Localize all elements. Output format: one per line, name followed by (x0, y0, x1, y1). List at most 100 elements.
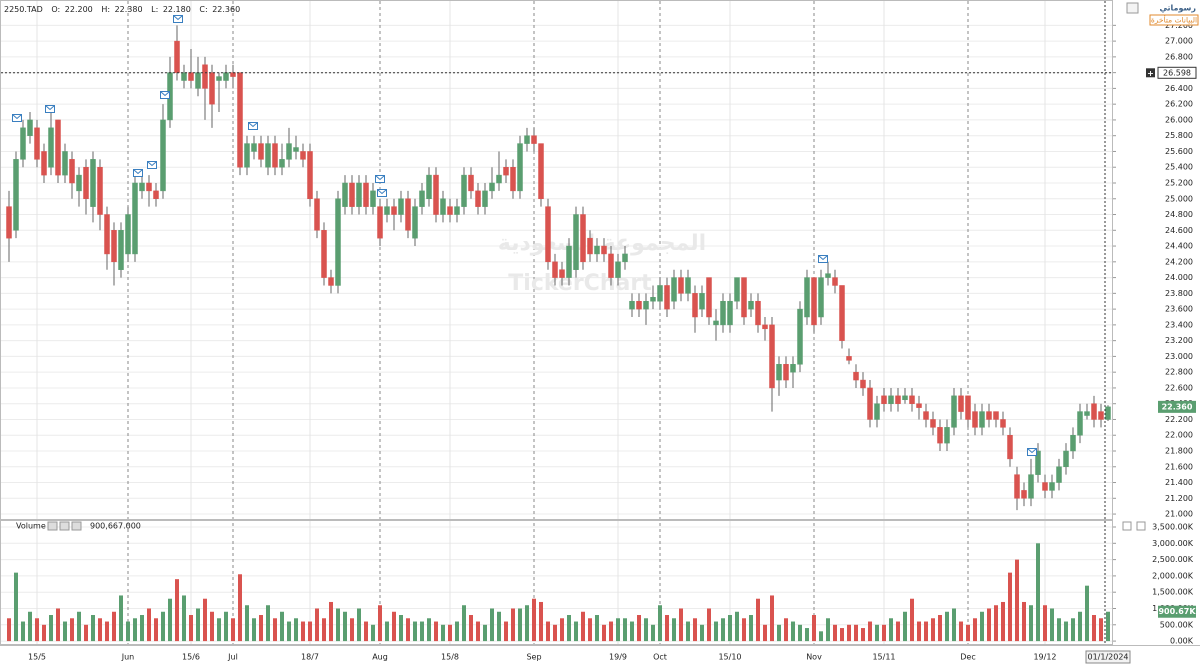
volume-bar (1092, 615, 1096, 642)
volume-bar (217, 618, 221, 642)
volume-bar (714, 621, 718, 642)
volume-bar (546, 621, 550, 642)
news-icon[interactable] (45, 105, 55, 113)
y-tick-label: 2,500.00K (1152, 555, 1194, 564)
y-tick-label: 26.200 (1165, 100, 1193, 109)
volume-bar (609, 621, 613, 642)
volume-bar (994, 605, 998, 642)
candle-body (1084, 411, 1090, 416)
x-crosshair-tag (1085, 650, 1131, 664)
candle-body (874, 403, 880, 420)
volume-bar (259, 615, 263, 642)
volume-bar (1050, 608, 1054, 642)
volume-bar (189, 615, 193, 642)
candle-body (258, 143, 264, 160)
volume-bar (448, 624, 452, 642)
settings-button[interactable] (1126, 2, 1139, 14)
candle-body (790, 364, 796, 373)
news-icon[interactable] (377, 189, 387, 197)
candle-body (538, 143, 544, 200)
x-tick-label: Dec (960, 653, 975, 662)
candle-body (769, 324, 775, 389)
candle-body (377, 206, 383, 239)
candle-body (41, 151, 47, 176)
volume-bar (497, 611, 501, 642)
y-tick-label: 23.600 (1165, 305, 1193, 314)
news-icon[interactable] (160, 91, 170, 99)
price-tag: 22.360 (1162, 402, 1193, 411)
y-tick-label: 21.000 (1165, 510, 1193, 519)
logo: رسوماتي (1159, 4, 1196, 13)
news-icon[interactable] (147, 161, 157, 169)
volume-bar (385, 621, 389, 642)
candle-body (153, 190, 159, 200)
volume-bar (196, 608, 200, 642)
candle-body (510, 166, 516, 192)
volume-bar (784, 618, 788, 642)
volume-bar (798, 624, 802, 642)
volume-bar (308, 621, 312, 642)
candle-body (104, 214, 110, 255)
y-tick-label: 24.000 (1165, 273, 1193, 282)
candle-body (713, 320, 719, 326)
volume-bar (931, 618, 935, 642)
panel-button[interactable] (1122, 521, 1132, 531)
volume-bar (182, 595, 186, 642)
panel-button[interactable] (1136, 521, 1146, 531)
readout-value: 22.380 (115, 5, 143, 14)
candle-body (146, 182, 152, 192)
candle-body (419, 190, 425, 207)
volume-bar (378, 605, 382, 642)
volume-bar (1043, 605, 1047, 642)
y-tick-label: 22.200 (1165, 415, 1193, 424)
candle-body (482, 190, 488, 207)
candle-body (923, 411, 929, 420)
volume-bar (1085, 585, 1089, 642)
candle-body (328, 277, 334, 286)
news-icon[interactable] (248, 122, 258, 130)
news-icon[interactable] (173, 15, 183, 23)
volume-bar (364, 621, 368, 642)
readout-value: 22.200 (65, 5, 93, 14)
candle-body (720, 300, 726, 326)
y-tick-label: 27.000 (1165, 37, 1193, 46)
candle-body (671, 277, 677, 302)
volume-bar (847, 624, 851, 642)
y-tick-label: 2,000.00K (1152, 571, 1194, 580)
volume-bar (175, 579, 179, 642)
candle-body (881, 395, 887, 404)
panel-button[interactable] (59, 521, 70, 531)
news-icon[interactable] (12, 114, 22, 122)
readout-value: 22.360 (212, 5, 240, 14)
volume-title: Volume (16, 522, 46, 531)
candle-body (825, 273, 831, 278)
news-icon[interactable] (818, 255, 828, 263)
candle-body (188, 72, 194, 81)
candle-body (160, 119, 166, 192)
candle-body (622, 253, 628, 263)
x-tick-label: Sep (526, 653, 541, 662)
volume-bar (693, 618, 697, 642)
news-icon[interactable] (375, 175, 385, 183)
volume-bar (154, 618, 158, 642)
candle-body (811, 277, 817, 326)
candle-body (489, 182, 495, 192)
header: 2250.TAD O: 22.200 H: 22.380 L: 22.180 C… (4, 5, 240, 14)
candle-body (741, 277, 747, 318)
candle-body (762, 324, 768, 330)
panel-button[interactable] (71, 521, 82, 531)
news-icon[interactable] (133, 169, 143, 177)
candle-body (412, 206, 418, 239)
candle-body (468, 174, 474, 192)
volume-bar (266, 605, 270, 642)
news-icon[interactable] (1027, 448, 1037, 456)
y-tick-label: 25.400 (1165, 163, 1193, 172)
crosshair-price: 26.598 (1163, 68, 1191, 77)
panel-button[interactable] (47, 521, 58, 531)
volume-bar (987, 608, 991, 642)
y-tick-label: 22.600 (1165, 383, 1193, 392)
volume-bar (294, 618, 298, 642)
candle-body (979, 411, 985, 428)
